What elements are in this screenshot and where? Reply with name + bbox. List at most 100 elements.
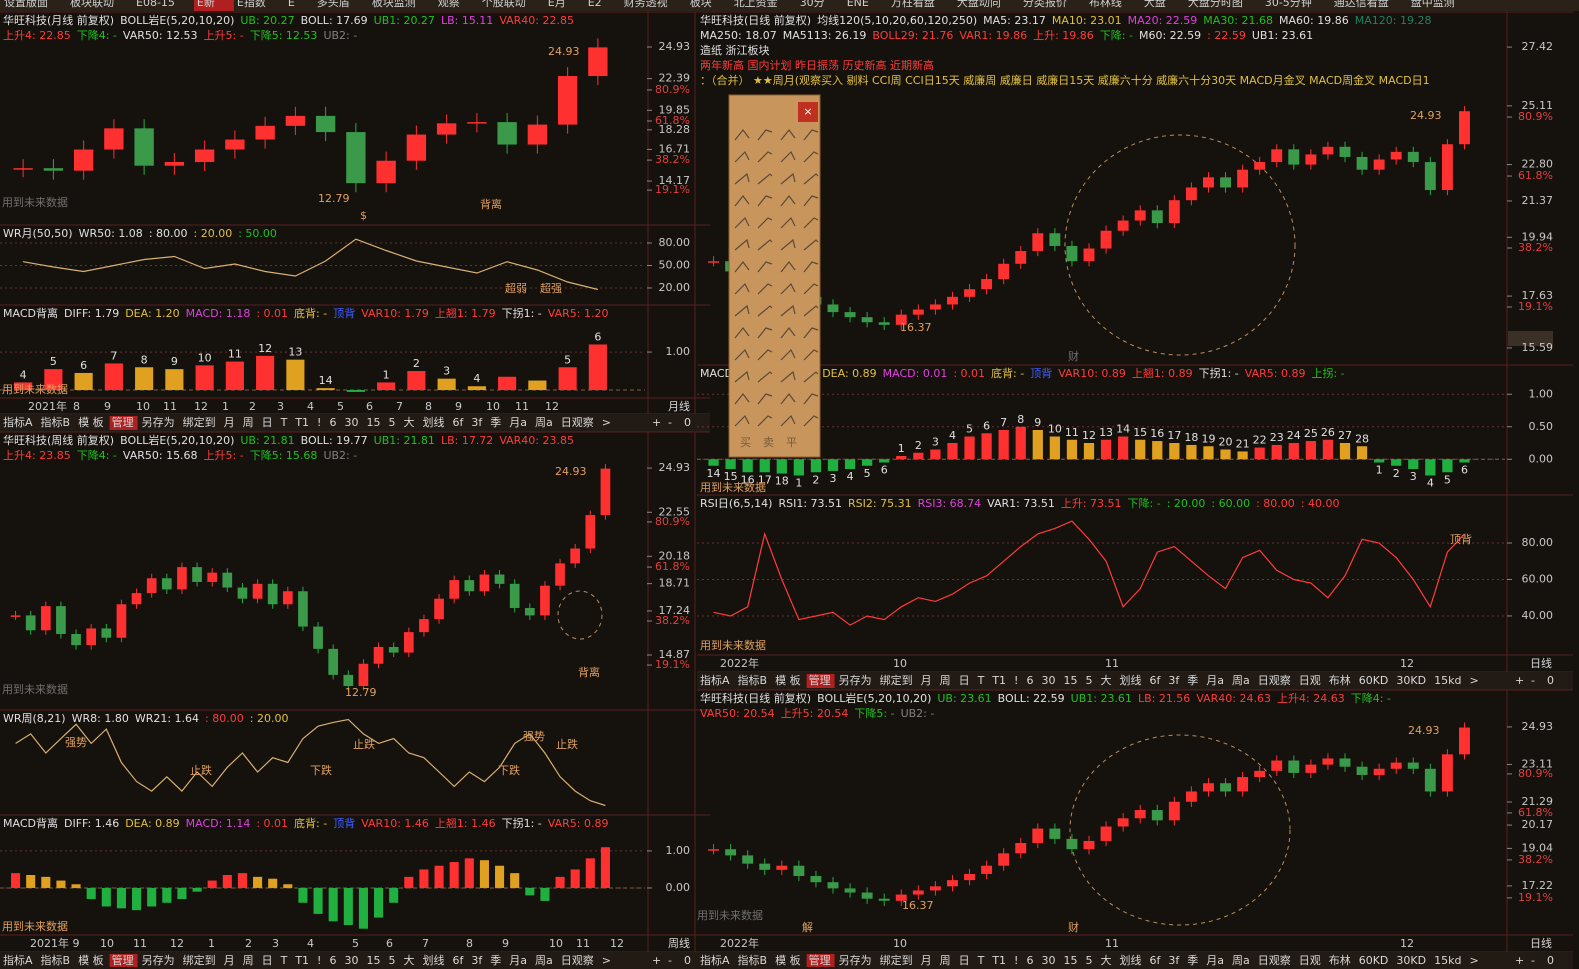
tool-icon[interactable] [757, 239, 773, 251]
toolbar-item[interactable]: 30 [344, 416, 358, 429]
toolbar-item[interactable]: 周a [535, 954, 553, 967]
toolbar-item[interactable]: 周 [243, 416, 254, 429]
toolbar-item[interactable]: 30 [1041, 954, 1055, 967]
tool-icon[interactable] [734, 150, 750, 163]
tool-icon[interactable] [734, 216, 750, 229]
toolbar-item[interactable]: 划线 [422, 415, 444, 429]
toolbar-item[interactable]: 绑定到 [183, 415, 216, 429]
toolbar-item[interactable]: 6f [1149, 674, 1161, 687]
toolbar-item[interactable]: 季 [1187, 674, 1198, 687]
tool-icon[interactable] [780, 393, 796, 405]
tool-icon[interactable] [780, 129, 796, 141]
toolbar-item[interactable]: 月 [224, 416, 235, 429]
toolbar-item[interactable]: T1 [294, 416, 309, 429]
tool-icon[interactable] [803, 415, 819, 427]
toolbar-item[interactable]: 60KD [1359, 674, 1389, 687]
toolbar-item[interactable]: 5 [1085, 674, 1092, 687]
tool-icon[interactable] [734, 261, 750, 273]
toolbar-item[interactable]: 月 [921, 674, 932, 687]
toolbar-button[interactable]: 0 [1547, 674, 1554, 687]
toolbar-item[interactable]: 绑定到 [183, 953, 216, 967]
tool-icon[interactable] [757, 305, 773, 317]
toolbar-item[interactable]: 日 [959, 954, 970, 967]
tab[interactable]: 分类报价 [1023, 0, 1067, 9]
tool-icon[interactable] [780, 327, 796, 339]
tab[interactable]: 盘中监测 [1411, 0, 1455, 9]
toolbar-item[interactable]: 30KD [1396, 674, 1426, 687]
toolbar-item[interactable]: 另存为 [839, 953, 872, 967]
toolbar-item[interactable]: 日 [959, 674, 970, 687]
toolbar-item[interactable]: 绑定到 [880, 673, 913, 687]
tool-icon[interactable] [757, 195, 773, 207]
tool-icon[interactable] [734, 304, 750, 317]
tool-icon[interactable] [757, 283, 773, 295]
tab[interactable]: 30分 [800, 0, 825, 9]
tab[interactable]: E2 [588, 0, 602, 9]
toolbar-item[interactable]: 3f [471, 954, 483, 967]
toolbar-item[interactable]: > [602, 954, 611, 967]
tool-icon[interactable] [803, 261, 819, 273]
tool-icon[interactable] [803, 283, 819, 295]
toolbar-item[interactable]: 15 [366, 954, 380, 967]
toolbar-item[interactable]: 另存为 [839, 673, 872, 687]
tool-icon[interactable] [803, 217, 819, 229]
tool-icon[interactable] [803, 173, 819, 185]
tab[interactable]: 30-5分钟 [1265, 0, 1312, 9]
toolbar-item[interactable]: T1 [294, 954, 309, 967]
toolbar-item[interactable]: 日 [262, 416, 273, 429]
tab[interactable]: 大盘 [1144, 0, 1166, 9]
toolbar-item[interactable]: 另存为 [142, 953, 175, 967]
toolbar-item[interactable]: T [977, 674, 985, 687]
toolbar-item[interactable]: 月 [921, 954, 932, 967]
toolbar-item[interactable]: 管理 [112, 415, 134, 429]
toolbar-button[interactable]: - [1531, 674, 1535, 687]
tool-icon[interactable] [734, 327, 750, 339]
toolbar-button[interactable]: - [668, 954, 672, 967]
toolbar-item[interactable]: 月a [509, 954, 527, 967]
toolbar-item[interactable]: 模 板 [775, 953, 801, 967]
toolbar-item[interactable]: 3f [1168, 674, 1180, 687]
tool-icon[interactable] [803, 129, 819, 141]
tool-icon[interactable] [757, 349, 773, 361]
toolbar-item[interactable]: 6 [329, 416, 336, 429]
tab[interactable]: 多头盾 [317, 0, 350, 9]
toolbar-item[interactable]: 划线 [422, 953, 444, 967]
toolbar-item[interactable]: 5 [1085, 954, 1092, 967]
toolbar-item[interactable]: 6f [452, 416, 464, 429]
tool-icon[interactable] [757, 217, 773, 229]
toolbar-item[interactable]: T1 [991, 674, 1006, 687]
toolbar-item[interactable]: 大 [403, 953, 414, 967]
toolbar-button[interactable]: - [668, 416, 672, 429]
toolbar-item[interactable]: ! [317, 954, 321, 967]
tool-icon[interactable] [734, 370, 750, 383]
toolbar-item[interactable]: 指标A [3, 415, 33, 429]
toolbar-item[interactable]: 布林 [1329, 673, 1351, 687]
tool-icon[interactable] [734, 414, 750, 427]
tool-icon[interactable] [780, 195, 796, 207]
toolbar-item[interactable]: 指标B [738, 673, 768, 687]
toolbar-item[interactable]: 6 [1026, 674, 1033, 687]
toolbar-item[interactable]: 5 [388, 954, 395, 967]
tool-icon[interactable] [757, 129, 773, 141]
tool-icon[interactable] [780, 238, 796, 251]
toolbar-item[interactable]: 季 [1187, 954, 1198, 967]
tool-icon[interactable] [803, 305, 819, 317]
toolbar-item[interactable]: T [280, 416, 288, 429]
tool-icon[interactable] [803, 327, 819, 339]
toolbar-item[interactable]: 模 板 [78, 415, 104, 429]
tab[interactable]: 板块 [690, 0, 712, 9]
toolbar-item[interactable]: 大 [403, 415, 414, 429]
toolbar-item[interactable]: 30 [1041, 674, 1055, 687]
toolbar-item[interactable]: T1 [991, 954, 1006, 967]
toolbar-item[interactable]: 15kd [1434, 954, 1461, 967]
tool-icon[interactable] [734, 348, 750, 361]
toolbar-item[interactable]: 5 [388, 416, 395, 429]
toolbar-item[interactable]: 季 [490, 416, 501, 429]
tool-icon[interactable] [780, 216, 796, 229]
tab[interactable]: E新 [197, 0, 215, 9]
tool-icon[interactable] [803, 239, 819, 251]
tab[interactable]: 北上资金 [734, 0, 778, 9]
palette-label[interactable]: 平 [786, 436, 797, 449]
toolbar-item[interactable]: > [1469, 954, 1478, 967]
toolbar-item[interactable]: 周a [1232, 954, 1250, 967]
